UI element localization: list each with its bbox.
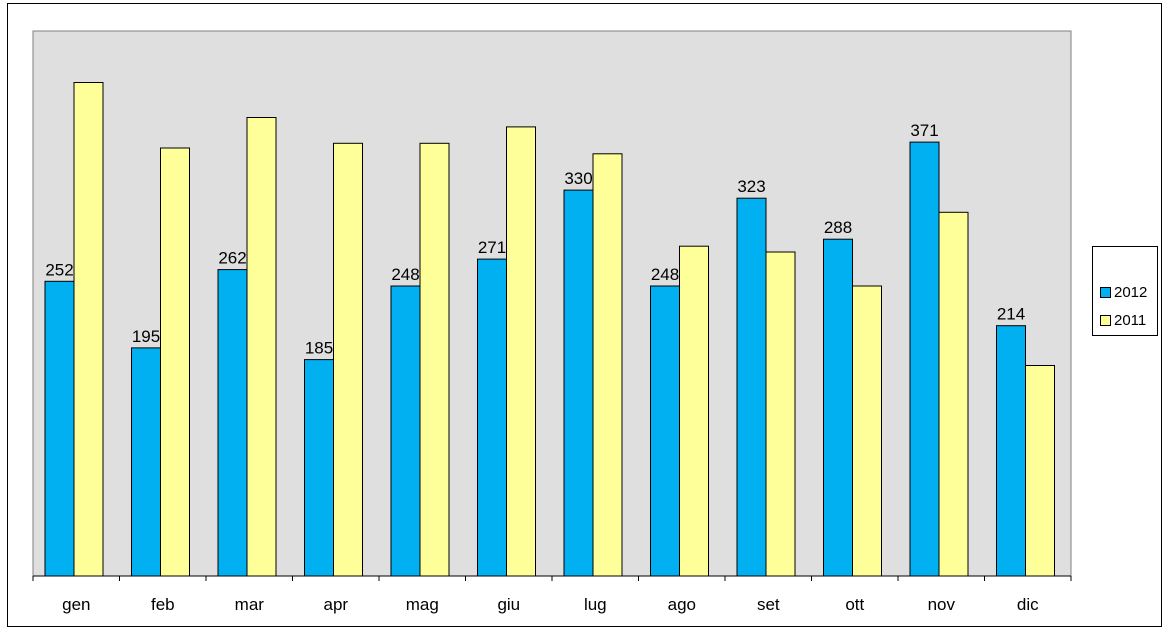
bar-2012-ago [650,285,680,577]
x-tick-label-ago: ago [668,595,696,614]
x-tick-label-set: set [757,595,780,614]
x-axis-tick-labels: gen feb mar apr mag giu lug ago set ott nov dic [62,595,1039,614]
bar-2011-ott [852,285,882,577]
bar-2012-mag [390,285,421,577]
bar-2012-ott [823,238,853,577]
bar-2011-set [765,251,796,577]
legend-item-2011: 2011 [1100,310,1146,330]
bar-2012-mar [217,269,248,577]
data-labels-layer: 252 195 262 185 248 271 330 248 323 288 371 214 [45,121,1025,358]
x-tick-label-feb: feb [151,595,175,614]
bar-2012-dic [996,325,1026,577]
bar-2012-giu [477,258,507,577]
bar-2011-gen [73,82,104,577]
legend-item-2012: 2012 [1100,282,1147,302]
bar-2011-ago [679,245,709,577]
bar-2011-dic [1025,365,1055,577]
data-label-2012-feb: 195 [132,327,160,346]
data-label-2012-mag: 248 [391,265,419,284]
legend-swatch-2012 [1100,286,1111,298]
data-label-2012-set: 323 [737,177,765,196]
bar-2011-feb [160,147,190,577]
x-tick-label-gen: gen [62,595,90,614]
x-tick-label-ott: ott [845,595,864,614]
bars-layer [44,82,1055,577]
bar-2011-mag [419,142,450,577]
data-label-2012-gen: 252 [45,260,73,279]
bar-2012-lug [563,189,594,577]
bar-2011-nov [938,211,969,577]
x-tick-label-giu: giu [497,595,520,614]
bar-2012-nov [909,141,940,577]
data-label-2012-lug: 330 [564,169,592,188]
legend: 2012 2011 [1092,246,1158,336]
bar-2012-apr [304,359,334,577]
bar-2011-giu [506,126,536,577]
data-label-2012-ago: 248 [651,265,679,284]
legend-swatch-2011 [1100,314,1111,326]
bar-2012-gen [44,280,75,577]
data-label-2012-mar: 262 [218,249,246,268]
x-tick-label-lug: lug [584,595,607,614]
bar-2011-lug [592,153,623,577]
x-tick-label-mar: mar [235,595,265,614]
bar-2012-set [736,197,767,577]
plot-area [32,30,1072,577]
x-tick-label-apr: apr [324,595,349,614]
x-axis-ticks [32,576,1072,581]
legend-label-2011: 2011 [1114,311,1147,329]
x-tick-label-dic: dic [1017,595,1039,614]
x-tick-label-mag: mag [406,595,439,614]
data-label-2012-ott: 288 [824,218,852,237]
bar-2012-feb [131,347,161,577]
legend-label-2012: 2012 [1114,283,1148,301]
x-tick-label-nov: nov [928,595,956,614]
data-label-2012-apr: 185 [305,339,333,358]
data-label-2012-dic: 214 [997,305,1025,324]
bar-2011-apr [333,142,363,577]
bar-2011-mar [246,117,277,577]
data-label-2012-nov: 371 [910,121,938,140]
data-label-2012-giu: 271 [478,238,506,257]
